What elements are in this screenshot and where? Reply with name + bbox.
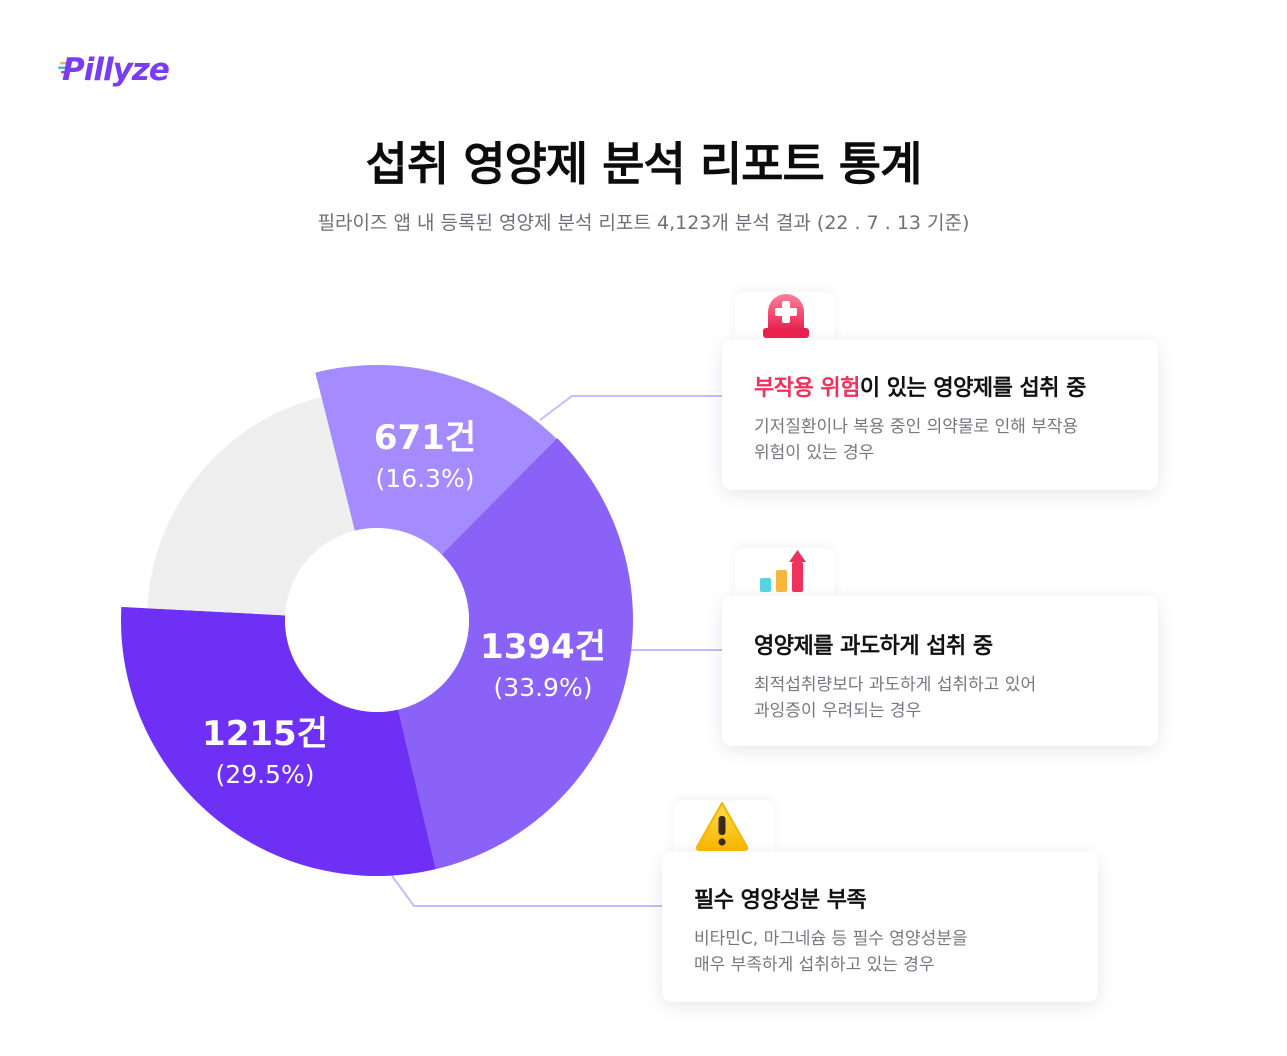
chart-slices xyxy=(120,365,634,877)
warning-icon xyxy=(695,802,749,851)
card-2-description: 최적섭취량보다 과도하게 섭취하고 있어 과잉증이 우려되는 경우 xyxy=(754,672,1036,724)
brand-logo: Pillyze xyxy=(62,52,170,88)
slice-count-label-2: 1394건 xyxy=(480,627,606,667)
chart-labels: 671건 (16.3%) 1394건 (33.9%) 1215건 (29.5%) xyxy=(202,418,606,789)
info-card-overdose xyxy=(722,596,1158,746)
card-2-desc-line2: 과잉증이 우려되는 경우 xyxy=(754,701,922,721)
logo-mark-icon xyxy=(58,62,70,74)
donut-slice-2 xyxy=(398,437,634,870)
donut-slice-3 xyxy=(120,606,436,877)
card-1-title-highlight: 부작용 위험 xyxy=(754,376,860,401)
card-3-desc-line2: 매우 부족하게 섭취하고 있는 경우 xyxy=(694,955,935,975)
slice-percent-label-3: (29.5%) xyxy=(216,760,315,789)
connector-line-3 xyxy=(391,875,662,907)
card-1-description: 기저질환이나 복용 중인 의약물로 인해 부작용 위험이 있는 경우 xyxy=(754,414,1078,466)
card-2-desc-line1: 최적섭취량보다 과도하게 섭취하고 있어 xyxy=(754,675,1037,695)
card-1-desc-line2: 위험이 있는 경우 xyxy=(754,443,875,463)
donut-slice-4 xyxy=(147,396,355,616)
page-title: 섭취 영양제 분석 리포트 통계 xyxy=(365,137,923,191)
donut-hole xyxy=(285,528,469,712)
page-subtitle: 필라이즈 앱 내 등록된 영양제 분석 리포트 4,123개 분석 결과 (22… xyxy=(317,212,970,234)
slice-percent-label-1: (16.3%) xyxy=(376,464,475,493)
card-1-title: 부작용 위험이 있는 영양제를 섭취 중 xyxy=(754,370,1086,402)
card-3-description: 비타민C, 마그네슘 등 필수 영양성분을 매우 부족하게 섭취하고 있는 경우 xyxy=(694,926,968,978)
card-2-title: 영양제를 과도하게 섭취 중 xyxy=(754,634,993,659)
bar-chart-up-icon xyxy=(760,550,806,592)
donut-slice-1 xyxy=(315,365,557,555)
slice-count-label-3: 1215건 xyxy=(202,714,328,754)
card-1-title-rest: 이 있는 영양제를 섭취 중 xyxy=(859,376,1087,401)
slice-count-label-1: 671건 xyxy=(374,418,476,458)
card-1-desc-line1: 기저질환이나 복용 중인 의약물로 인해 부작용 xyxy=(754,417,1079,437)
info-card-deficiency xyxy=(662,852,1098,1002)
card-3-title: 필수 영양성분 부족 xyxy=(694,888,867,913)
siren-icon xyxy=(763,294,809,338)
connector-line-1 xyxy=(539,395,722,421)
info-card-side-effect xyxy=(722,340,1158,490)
slice-percent-label-2: (33.9%) xyxy=(494,673,593,702)
card-3-desc-line1: 비타민C, 마그네슘 등 필수 영양성분을 xyxy=(694,929,968,949)
